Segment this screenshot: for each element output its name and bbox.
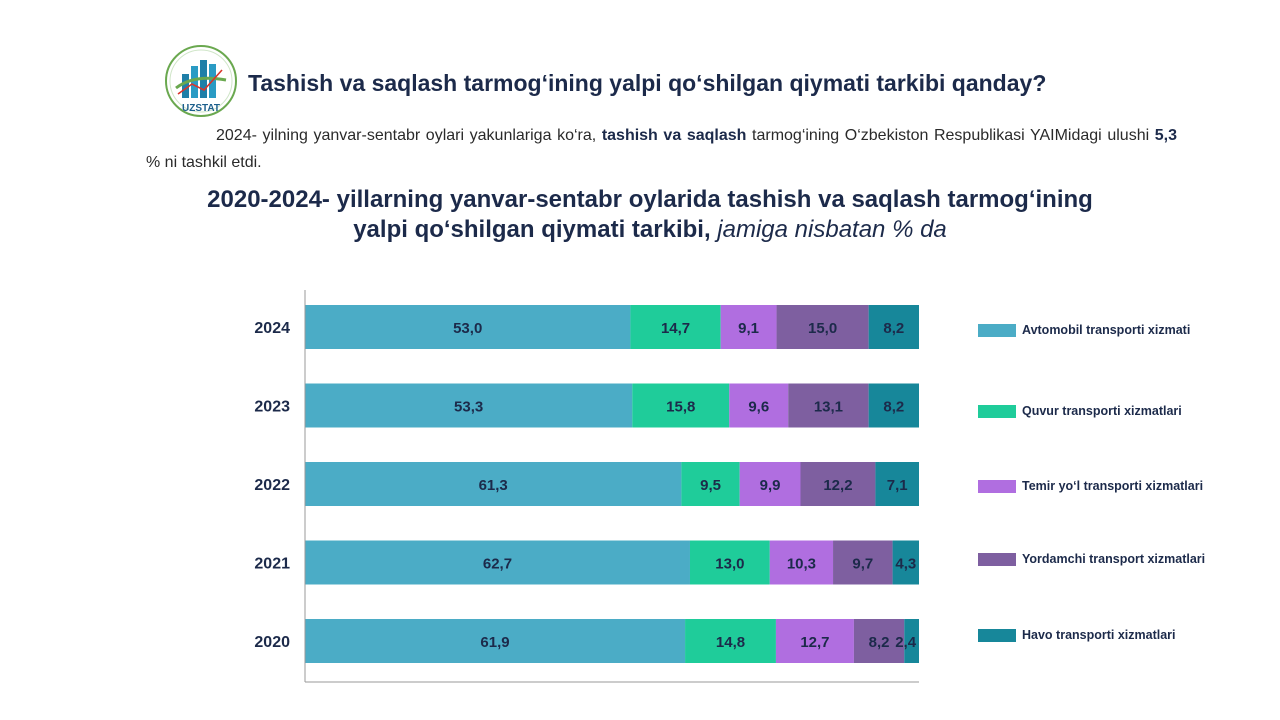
uzstat-logo: UZSTAT [165,45,237,117]
bar-segment [739,462,801,506]
intro-text-3: % ni tashkil etdi. [146,154,262,171]
bar-segment [305,540,690,585]
data-label: 7,1 [887,477,908,494]
bar-segment [800,462,876,506]
data-label: 12,7 [800,634,829,651]
bar-segment [305,462,682,506]
data-label: 4,3 [895,556,916,573]
intro-text-2: tarmog‘ining O‘zbekiston Respublikasi YA… [746,127,1155,144]
bar-segment [775,619,854,663]
data-label: 8,2 [869,634,890,651]
legend-item: Havo transporti xizmatlari [978,626,1176,644]
chart-title-line2: yalpi qo‘shilgan qiymati tarkibi, jamiga… [140,215,1160,245]
bar-segment [685,619,776,663]
legend-swatch [978,628,1016,642]
y-tick-label: 2023 [254,399,290,416]
chart-title-line1: 2020-2024- yillarning yanvar-sentabr oyl… [207,186,1093,213]
bar-segment [689,540,770,585]
data-label: 14,8 [716,634,745,651]
bar-segment [681,462,740,506]
bar-segment [769,540,834,585]
legend-label: Temir yo‘l transporti xizmatlari [1022,479,1204,493]
legend-label: Yordamchi transport xizmatlari [1022,552,1206,566]
intro-bold-share: 5,3 [1154,127,1177,144]
bar-segment [788,383,869,428]
legend-item: Yordamchi transport xizmatlari [978,550,1205,568]
bar-segment [305,619,686,663]
legend-swatch [978,323,1016,337]
intro-paragraph: 2024- yilning yanvar-sentabr oylari yaku… [146,122,1177,176]
bar-segment [868,383,919,428]
data-label: 9,6 [748,399,769,416]
data-label: 61,9 [480,634,509,651]
data-label: 9,9 [760,477,781,494]
legend-label: Havo transporti xizmatlari [1022,628,1176,642]
bar-segment [632,383,730,428]
data-label: 10,3 [787,556,816,573]
bar-segment [892,540,919,585]
bar-segment [875,462,919,506]
bar-segment [729,383,789,428]
chart-title-italic: jamiga nisbatan % da [710,216,947,243]
data-label: 8,2 [883,320,904,337]
data-label: 15,8 [666,399,695,416]
intro-bold-sector: tashish va saqlash [601,127,747,144]
chart-title-bold: yalpi qo‘shilgan qiymati tarkibi, [353,216,711,243]
y-tick-label: 2024 [254,320,290,337]
y-tick-label: 2020 [254,634,290,651]
legend-item: Quvur transporti xizmatlari [978,402,1182,420]
bar-segment [630,305,721,349]
data-label: 9,5 [700,477,721,494]
logo-text: UZSTAT [182,103,220,114]
legend-swatch [978,552,1016,566]
data-label: 14,7 [661,320,690,337]
bar-segment [776,305,869,349]
bar-segment [853,619,905,663]
data-label: 53,3 [454,399,483,416]
data-label: 8,2 [883,399,904,416]
bar-segment [904,619,919,663]
data-label: 62,7 [483,556,512,573]
data-label: 13,1 [814,399,843,416]
legend-label: Avtomobil transporti xizmati [1022,323,1191,337]
bar-segment [305,383,633,428]
bar-segment [720,305,777,349]
page-title: Tashish va saqlash tarmog‘ining yalpi qo… [248,70,1047,96]
bar-segment [305,305,631,349]
stacked-bar-chart: 2024 53,0 14,7 9,1 15,0 8,2 2023 53,3 15,8 9,6 13,… [254,290,919,683]
data-label: 13,0 [715,556,744,573]
data-label: 53,0 [453,320,482,337]
data-label: 15,0 [808,320,837,337]
y-tick-label: 2022 [254,477,290,494]
data-label: 2,4 [895,634,917,651]
legend-label: Quvur transporti xizmatlari [1022,404,1182,418]
legend-item: Temir yo‘l transporti xizmatlari [978,477,1203,495]
legend-item: Avtomobil transporti xizmati [978,321,1190,339]
data-label: 9,1 [738,320,759,337]
y-tick-label: 2021 [254,556,290,573]
bar-segment [868,305,919,349]
legend-swatch [978,404,1016,418]
legend-swatch [978,479,1016,493]
data-label: 12,2 [823,477,852,494]
intro-text-1: 2024- yilning yanvar-sentabr oylari yaku… [216,127,602,144]
data-label: 61,3 [479,477,508,494]
chart-title: 2020-2024- yillarning yanvar-sentabr oyl… [140,185,1160,245]
data-label: 9,7 [852,556,873,573]
bar-segment [833,540,893,585]
